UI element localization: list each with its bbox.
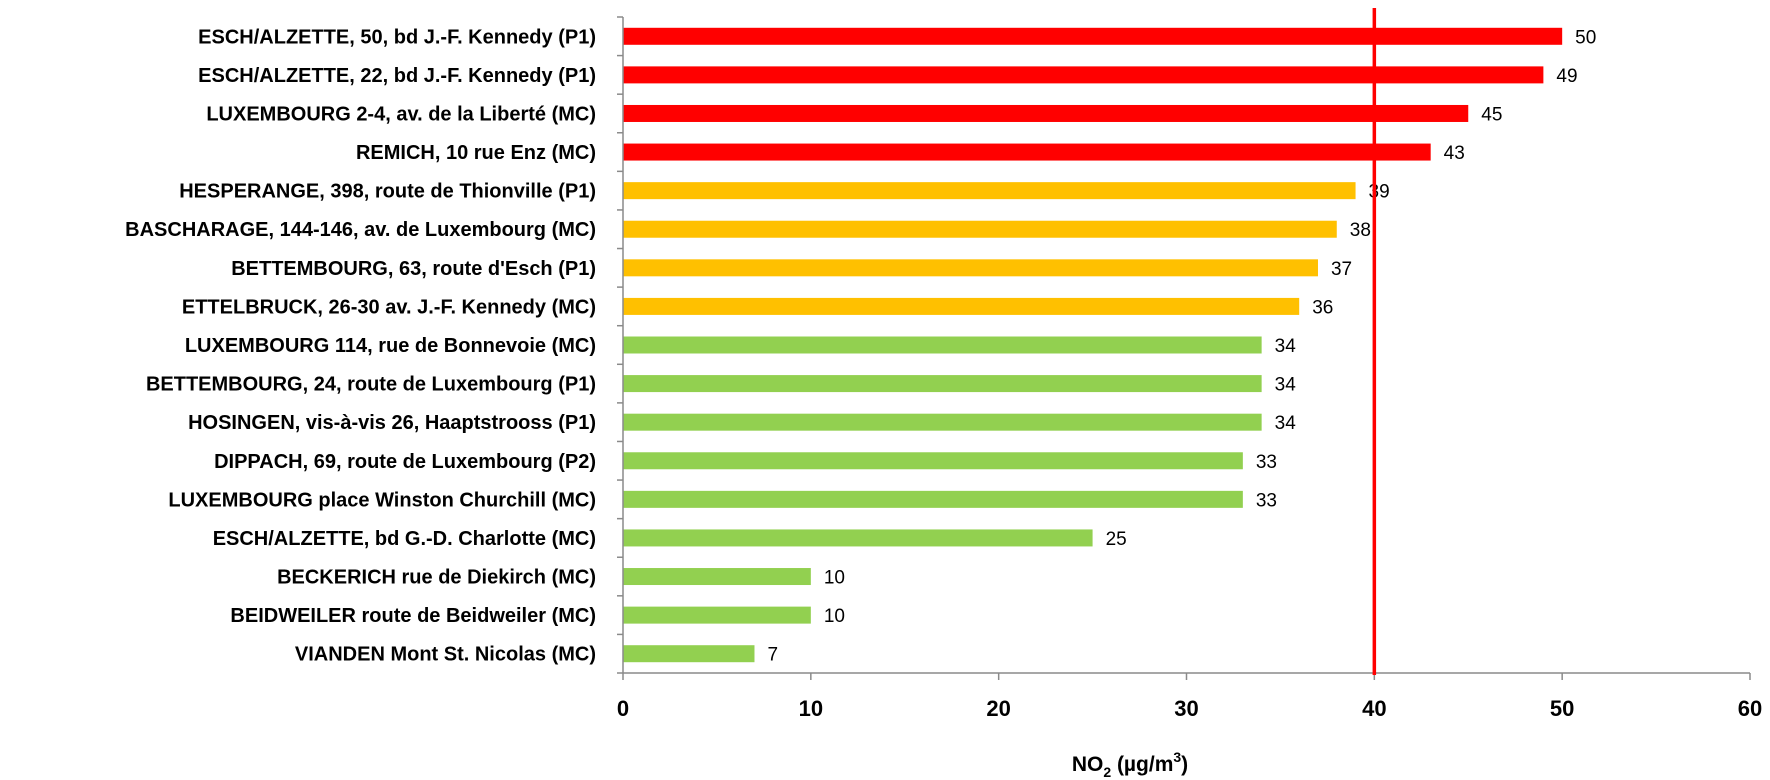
category-label: ETTELBRUCK, 26-30 av. J.-F. Kennedy (MC) (182, 296, 596, 318)
category-label: HOSINGEN, vis-à-vis 26, Haaptstrooss (P1… (188, 412, 596, 434)
category-label: ESCH/ALZETTE, bd G.-D. Charlotte (MC) (213, 528, 596, 550)
bar (623, 645, 755, 663)
bar (623, 259, 1318, 277)
x-tick-label: 20 (986, 696, 1010, 721)
data-label: 49 (1556, 66, 1577, 87)
data-label: 33 (1256, 452, 1277, 473)
bar (623, 568, 811, 586)
data-label: 10 (824, 606, 845, 627)
category-label: BEIDWEILER route de Beidweiler (MC) (230, 605, 596, 627)
x-tick-label: 0 (617, 696, 629, 721)
category-label: LUXEMBOURG 114, rue de Bonnevoie (MC) (185, 335, 596, 357)
data-label: 45 (1481, 104, 1502, 125)
bar (623, 529, 1093, 547)
x-tick-label: 40 (1362, 696, 1386, 721)
bar (623, 336, 1262, 354)
x-tick-label: 10 (799, 696, 823, 721)
category-label: BECKERICH rue de Diekirch (MC) (277, 567, 596, 589)
category-label: HESPERANGE, 398, route de Thionville (P1… (179, 181, 596, 203)
data-label: 25 (1106, 529, 1127, 550)
data-label: 34 (1275, 336, 1297, 357)
x-tick-label: 50 (1550, 696, 1574, 721)
bar (623, 143, 1431, 161)
x-axis-title: NO2 (µg/m3) (1072, 749, 1188, 780)
bar (623, 182, 1356, 200)
x-tick-label: 60 (1738, 696, 1762, 721)
bar (623, 27, 1563, 45)
bar (623, 104, 1469, 122)
bar (623, 413, 1262, 431)
category-label: BASCHARAGE, 144-146, av. de Luxembourg (… (125, 219, 596, 241)
x-axis-title-superscript: 3 (1173, 749, 1181, 765)
data-label: 37 (1331, 259, 1352, 280)
plot-area: 50 ESCH/ALZETTE, 50, bd J.-F. Kennedy (P1… (125, 8, 1762, 721)
x-axis-title-subscript: 2 (1103, 764, 1111, 780)
data-label: 10 (824, 568, 845, 589)
bar (623, 606, 811, 624)
bar (623, 490, 1243, 508)
data-label: 34 (1275, 375, 1297, 396)
x-axis-title-unit-prefix: (µg/m (1111, 753, 1173, 776)
data-label: 7 (767, 645, 778, 666)
bar (623, 452, 1243, 470)
x-axis-title-unit-suffix: ) (1181, 753, 1188, 776)
category-label: REMICH, 10 rue Enz (MC) (356, 142, 596, 164)
category-label: BETTEMBOURG, 24, route de Luxembourg (P1… (146, 374, 596, 396)
x-tick-label: 30 (1174, 696, 1198, 721)
data-label: 34 (1275, 413, 1297, 434)
category-label: ESCH/ALZETTE, 50, bd J.-F. Kennedy (P1) (198, 26, 596, 48)
category-label: VIANDEN Mont St. Nicolas (MC) (295, 644, 596, 666)
bar (623, 220, 1337, 238)
category-label: ESCH/ALZETTE, 22, bd J.-F. Kennedy (P1) (198, 65, 596, 87)
category-label: LUXEMBOURG place Winston Churchill (MC) (168, 489, 596, 511)
data-label: 39 (1369, 182, 1390, 203)
x-axis-title-main: NO (1072, 753, 1104, 776)
data-label: 43 (1444, 143, 1465, 164)
category-label: DIPPACH, 69, route de Luxembourg (P2) (214, 451, 596, 473)
data-label: 33 (1256, 490, 1277, 511)
data-label: 36 (1312, 297, 1333, 318)
bar (623, 375, 1262, 393)
data-label: 50 (1575, 27, 1596, 48)
bar (623, 66, 1544, 84)
data-label: 38 (1350, 220, 1371, 241)
category-label: LUXEMBOURG 2-4, av. de la Liberté (MC) (206, 103, 596, 125)
category-label: BETTEMBOURG, 63, route d'Esch (P1) (231, 258, 596, 280)
bar (623, 297, 1300, 315)
